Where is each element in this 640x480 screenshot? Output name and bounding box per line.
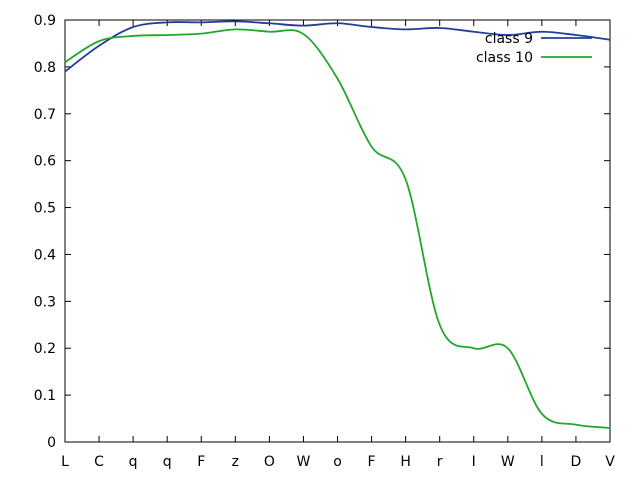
- y-tick-label: 0.5: [34, 201, 56, 217]
- series-lines: [64, 20, 611, 429]
- y-tick-label: 0.6: [34, 154, 56, 170]
- y-tick-label: 0.7: [34, 107, 56, 123]
- x-tick-label: F: [368, 454, 376, 470]
- series-line-1: [64, 20, 611, 73]
- x-tick-label: V: [605, 454, 615, 470]
- x-tick-label: z: [232, 454, 239, 470]
- y-tick-label: 0: [47, 435, 56, 451]
- x-tick-label: W: [297, 454, 311, 470]
- legend-label-1: class 9: [485, 31, 533, 47]
- y-tick-label: 0.3: [34, 294, 56, 310]
- plot-frame: [64, 19, 611, 443]
- plot-border: [64, 19, 611, 443]
- x-tick-label: q: [129, 454, 138, 470]
- legend: class 9 class 10: [476, 31, 592, 66]
- x-tick-label: l: [540, 454, 544, 470]
- x-tick-label: H: [400, 454, 411, 470]
- x-tick-label: L: [61, 454, 69, 470]
- y-tick-label: 0.2: [34, 341, 56, 357]
- y-tick-label: 0.9: [34, 13, 56, 29]
- x-tick-label: D: [571, 454, 582, 470]
- x-tick-label: O: [264, 454, 275, 470]
- x-tick-label: C: [94, 454, 104, 470]
- series-line-2: [64, 28, 611, 429]
- y-tick-label: 0.1: [34, 388, 56, 404]
- x-tick-label: F: [197, 454, 205, 470]
- x-tick-label: o: [333, 454, 342, 470]
- y-tick-label: 0.4: [34, 247, 56, 263]
- x-tick-label: I: [472, 454, 476, 470]
- legend-label-2: class 10: [476, 50, 533, 66]
- x-tick-label: r: [437, 454, 443, 470]
- x-tick-label: q: [163, 454, 172, 470]
- y-tick-label: 0.8: [34, 60, 56, 76]
- x-tick-label: W: [501, 454, 515, 470]
- y-axis: 0 0.1 0.2 0.3 0.4 0.5 0.6 0.7 0.8 0.9: [34, 13, 610, 451]
